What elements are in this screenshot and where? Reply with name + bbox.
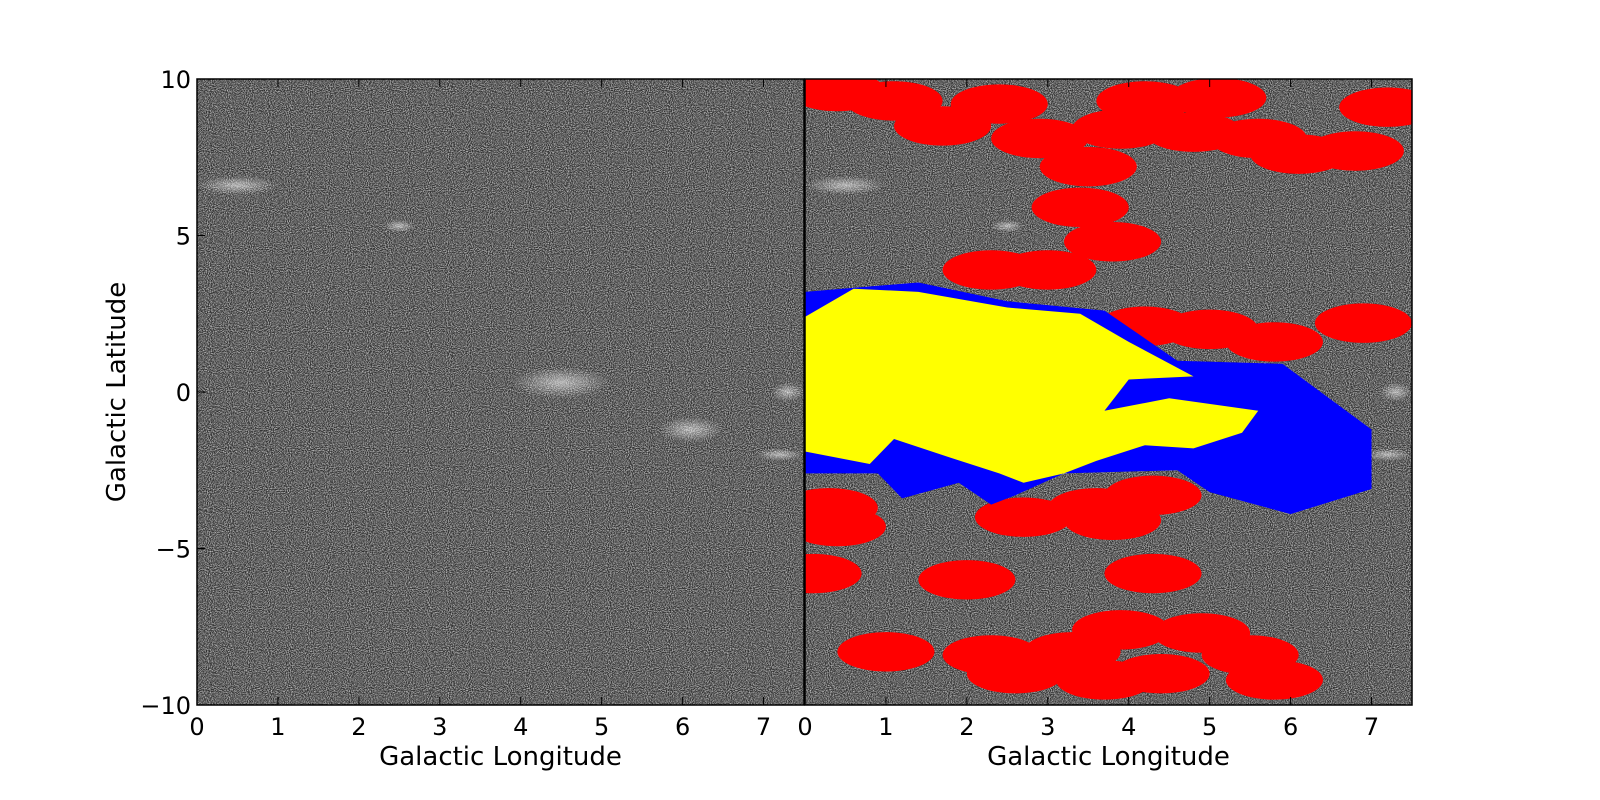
red-circle — [1104, 553, 1202, 594]
x-tick-label: 5 — [594, 713, 609, 741]
x-tick-label: 4 — [1121, 713, 1136, 741]
diffuse-emission — [512, 366, 610, 399]
x-tick-label: 0 — [189, 713, 204, 741]
red-circle — [974, 497, 1073, 537]
diffuse-emission — [805, 176, 886, 195]
red-circle — [837, 632, 935, 672]
red-circle — [1039, 146, 1137, 187]
red-circle — [1306, 131, 1404, 171]
red-circle — [950, 84, 1048, 124]
x-tick-label: 2 — [959, 713, 974, 741]
diffuse-emission — [755, 448, 804, 461]
diffuse-emission — [771, 382, 804, 402]
x-tick-label: 3 — [432, 713, 447, 741]
x-tick-label: 1 — [270, 713, 285, 741]
red-circle — [1339, 87, 1412, 127]
red-circle — [1096, 81, 1194, 121]
x-tick-label: 7 — [1364, 713, 1379, 741]
left-y-ticks: 10 5 0 −5 −10 — [140, 66, 1412, 720]
x-tick-label: 2 — [351, 713, 366, 741]
red-circle — [999, 250, 1097, 290]
y-tick-label: −10 — [140, 692, 191, 720]
x-tick-label: 0 — [797, 713, 812, 741]
diffuse-emission — [1363, 448, 1412, 461]
x-tick-label: 7 — [756, 713, 771, 741]
left-x-ticks: 0 1 2 3 4 5 6 7 — [189, 79, 771, 741]
right-x-ticks: 0 1 2 3 4 5 6 7 — [797, 79, 1379, 741]
red-circle-overlay — [805, 79, 1412, 700]
left-x-axis-label: Galactic Longitude — [379, 742, 622, 772]
y-tick-label: 5 — [176, 223, 191, 251]
x-tick-label: 4 — [513, 713, 528, 741]
red-circle — [1225, 660, 1323, 700]
x-tick-label: 6 — [675, 713, 690, 741]
x-tick-label: 1 — [878, 713, 893, 741]
right-x-axis-label: Galactic Longitude — [987, 742, 1230, 772]
red-circle — [1055, 660, 1154, 700]
x-tick-label: 3 — [1040, 713, 1055, 741]
diffuse-emission — [197, 176, 278, 195]
red-circle — [1072, 610, 1170, 650]
red-circle — [1225, 322, 1323, 362]
yellow-region-overlay — [805, 288, 1259, 483]
red-circle — [1031, 187, 1129, 228]
diffuse-emission — [991, 219, 1024, 233]
red-circle — [1063, 222, 1162, 262]
left-map-glows — [197, 176, 804, 461]
right-panel: 0 1 2 3 4 5 6 7 Galactic Longitude — [797, 78, 1413, 772]
y-tick-label: 10 — [160, 66, 191, 94]
y-tick-label: −5 — [156, 536, 191, 564]
red-circle — [918, 560, 1016, 600]
x-tick-label: 6 — [1283, 713, 1298, 741]
y-tick-label: 0 — [176, 379, 191, 407]
diffuse-emission — [1379, 382, 1412, 402]
y-axis-label: Galactic Latitude — [102, 282, 132, 503]
red-circle — [991, 118, 1089, 159]
diffuse-emission — [658, 417, 724, 443]
red-circle — [1063, 500, 1162, 541]
red-circle — [1169, 79, 1267, 118]
red-circle — [805, 506, 886, 547]
left-map-noise — [197, 79, 804, 705]
red-circle — [1314, 303, 1412, 343]
diffuse-emission — [383, 219, 416, 233]
x-tick-label: 5 — [1202, 713, 1217, 741]
red-circle — [805, 553, 862, 594]
right-plot-frame — [804, 78, 1413, 706]
